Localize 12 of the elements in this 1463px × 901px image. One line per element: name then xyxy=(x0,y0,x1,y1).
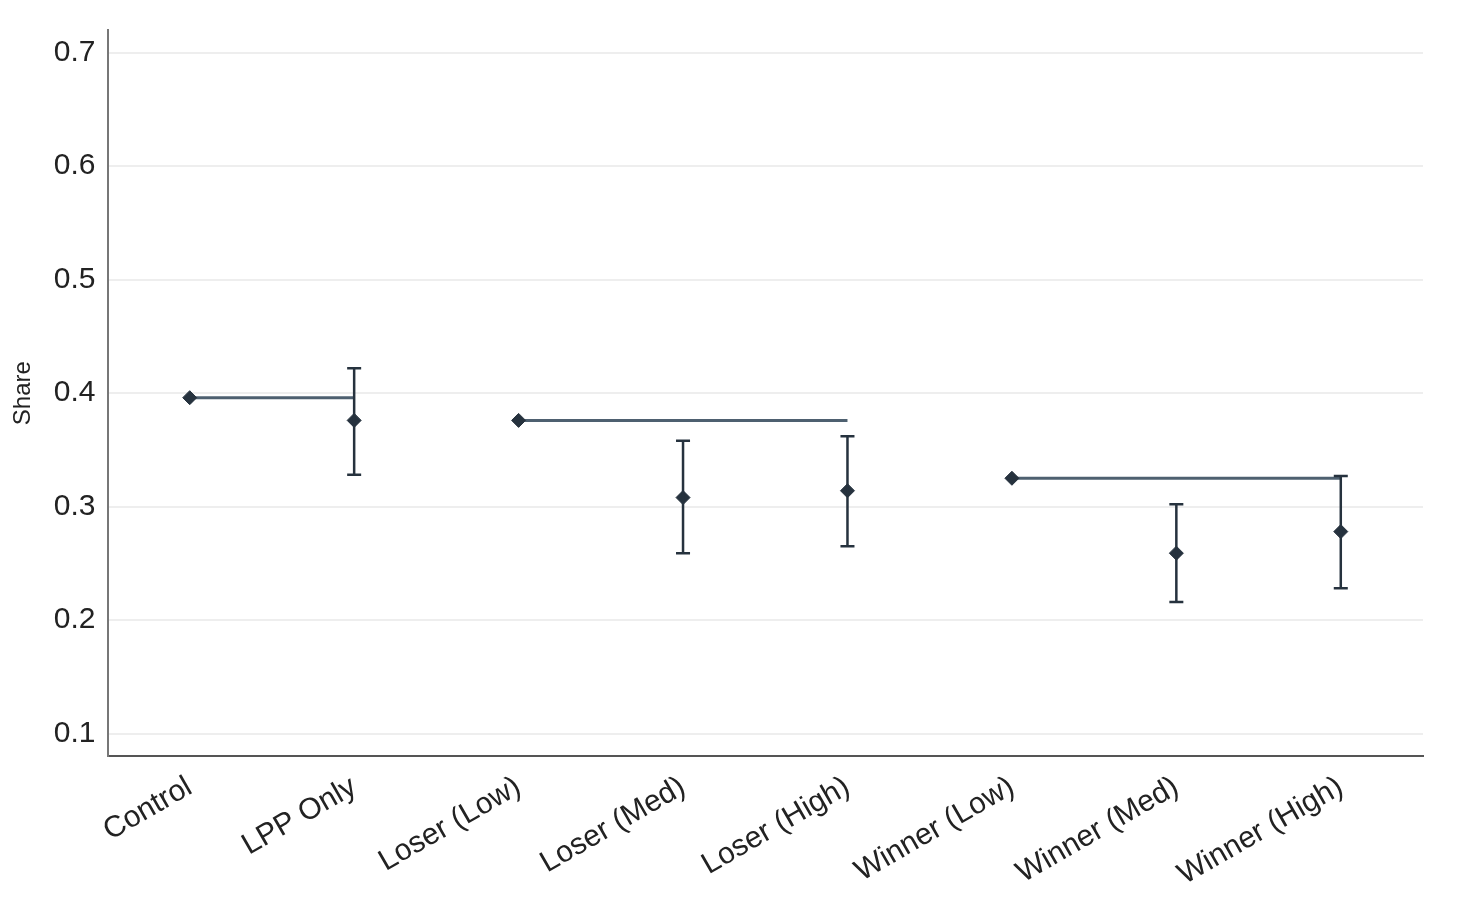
y-tick-label: 0.4 xyxy=(53,374,96,408)
point xyxy=(511,412,527,428)
y-tick-label: 0.5 xyxy=(53,260,96,294)
y-axis-title: Share xyxy=(8,361,36,426)
x-tick-label: LPP Only xyxy=(235,768,362,861)
y-tick-label: 0.3 xyxy=(53,487,96,521)
y-tick-label: 0.2 xyxy=(53,601,96,635)
y-tick-label: 0.7 xyxy=(53,33,96,67)
point xyxy=(1004,470,1020,486)
point xyxy=(182,390,198,406)
y-tick-label: 0.6 xyxy=(53,147,96,181)
y-tick-label: 0.1 xyxy=(53,714,96,748)
